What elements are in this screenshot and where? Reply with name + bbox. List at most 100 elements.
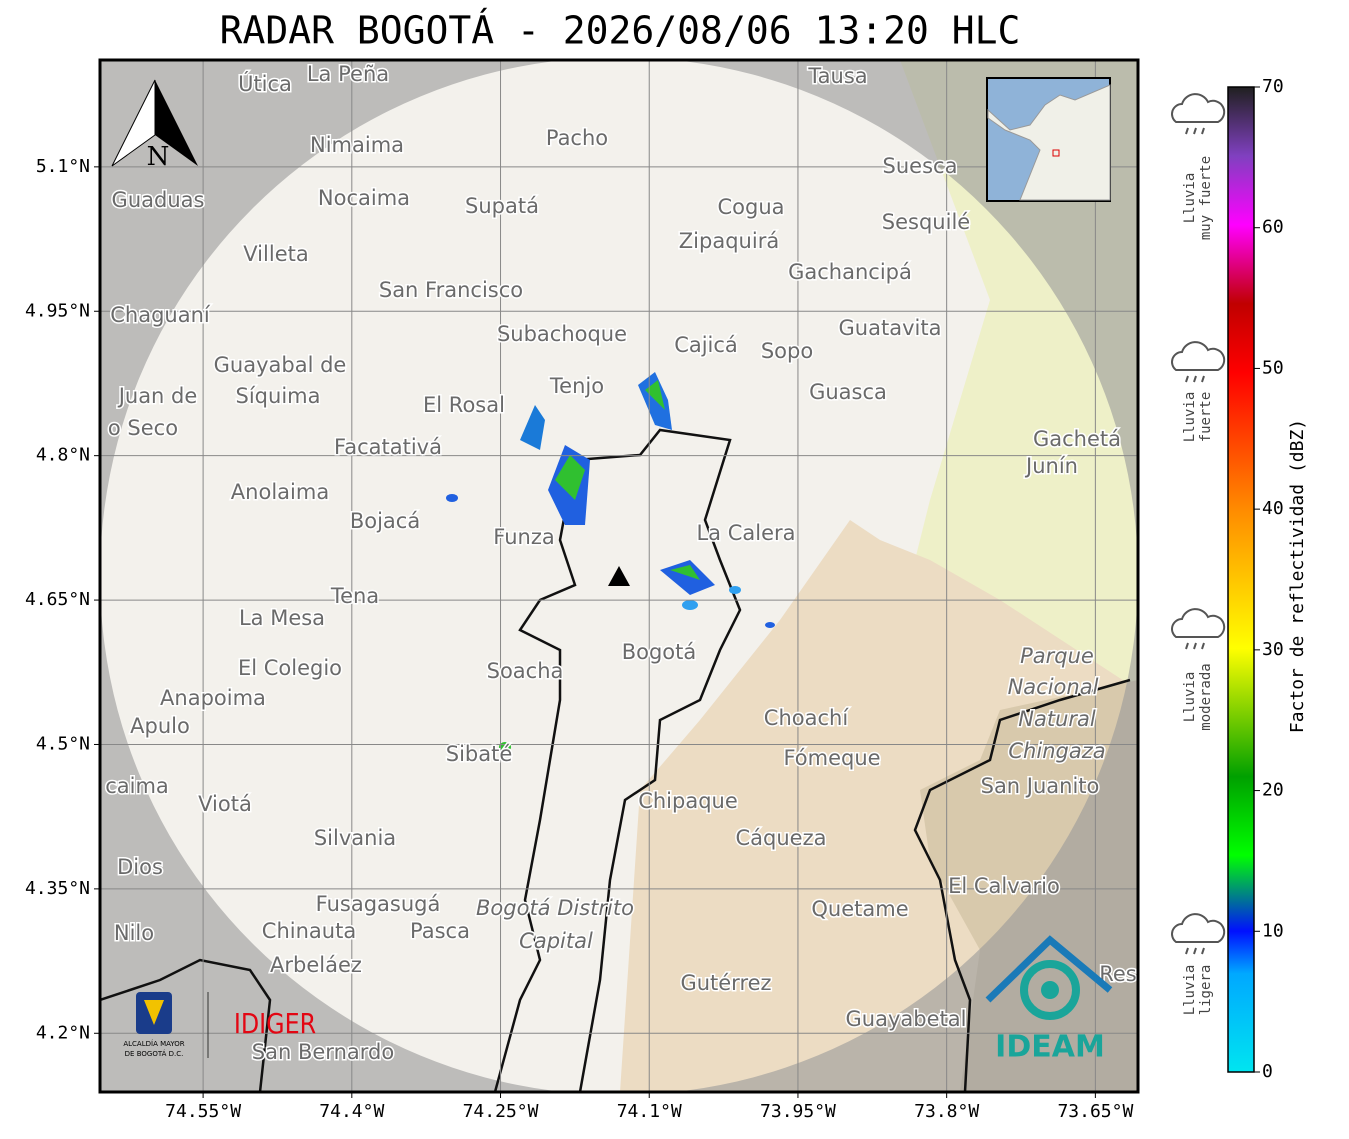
place-label: La Calera bbox=[696, 521, 795, 545]
place-label: Villeta bbox=[243, 242, 308, 266]
rain-drops bbox=[1185, 127, 1205, 135]
x-tick-label: 74.55°W bbox=[165, 1101, 241, 1122]
place-label: Guaduas bbox=[112, 188, 205, 212]
intensity-label: Lluvia bbox=[1182, 173, 1198, 224]
place-label: Chipaque bbox=[638, 789, 738, 813]
y-tick-label: 4.2°N bbox=[36, 1022, 90, 1043]
y-tick-label: 5.1°N bbox=[36, 156, 90, 177]
logo-text: IDIGER bbox=[234, 1008, 316, 1040]
x-tick-label: 73.8°W bbox=[914, 1101, 979, 1122]
rain-icon bbox=[1171, 608, 1226, 638]
colorbar-tick-label: 40 bbox=[1262, 498, 1284, 519]
rain-icon bbox=[1171, 93, 1226, 123]
place-label: Tausa bbox=[807, 64, 867, 88]
intensity-label: Lluvia bbox=[1182, 965, 1198, 1016]
place-label: Cajicá bbox=[674, 333, 738, 357]
colorbar-tick-label: 10 bbox=[1262, 920, 1284, 941]
place-label: Arbeláez bbox=[270, 953, 362, 977]
colorbar-tick-label: 50 bbox=[1262, 357, 1284, 378]
place-label: Choachí bbox=[764, 706, 850, 730]
place-label: Guayabetal bbox=[846, 1007, 967, 1031]
place-label: Natural bbox=[1018, 707, 1096, 731]
place-label: La Peña bbox=[307, 62, 389, 86]
radar-site bbox=[608, 566, 630, 586]
y-tick-label: 4.65°N bbox=[25, 589, 90, 610]
place-label: Sesquilé bbox=[882, 210, 970, 234]
place-label: Anolaima bbox=[231, 480, 329, 504]
place-label: Sibaté bbox=[446, 742, 513, 766]
x-tick-label: 74.1°W bbox=[617, 1101, 682, 1122]
place-label: El Colegio bbox=[238, 656, 342, 680]
boundary bbox=[493, 428, 742, 1092]
place-label: Sopo bbox=[761, 339, 813, 363]
place-label: Quetame bbox=[811, 897, 908, 921]
colorbar-tick-label: 70 bbox=[1262, 76, 1284, 97]
north-arrow: N bbox=[111, 79, 198, 172]
intensity-label: Lluvia bbox=[1182, 392, 1198, 443]
place-label: Guasca bbox=[809, 380, 887, 404]
place-label: Capital bbox=[519, 929, 593, 953]
colorbar-label: Factor de reflectividad (dBZ) bbox=[1287, 419, 1308, 733]
intensity-label: ligera bbox=[1198, 965, 1214, 1016]
north-label: N bbox=[147, 142, 170, 172]
logo-text: DE BOGOTÁ D.C. bbox=[125, 1049, 184, 1058]
place-label: Res bbox=[1099, 962, 1137, 986]
place-label: Tenjo bbox=[549, 374, 604, 398]
place-label: Apulo bbox=[130, 714, 190, 738]
place-label: Zipaquirá bbox=[679, 229, 779, 253]
rain-drops bbox=[1185, 642, 1205, 650]
rain-drops bbox=[1185, 947, 1205, 955]
place-label: La Mesa bbox=[239, 606, 325, 630]
y-tick-label: 4.35°N bbox=[25, 878, 90, 899]
x-tick-label: 74.25°W bbox=[463, 1101, 539, 1122]
colorbar-tick-label: 60 bbox=[1262, 217, 1284, 238]
title: RADAR BOGOTÁ - 2026/08/06 13:20 HLC bbox=[220, 9, 1021, 53]
place-label: Subachoque bbox=[497, 322, 627, 346]
y-tick-label: 4.95°N bbox=[25, 300, 90, 321]
place-label: Nilo bbox=[114, 921, 154, 945]
x-tick-label: 74.4°W bbox=[319, 1101, 384, 1122]
map: La Peña Útica Tausa Pacho Nimaima Guaduas Noca… bbox=[100, 60, 1138, 1092]
logo-text: IDEAM bbox=[995, 1030, 1105, 1065]
place-label: Chinauta bbox=[262, 919, 356, 943]
y-tick-label: 4.5°N bbox=[36, 733, 90, 754]
place-label: Cogua bbox=[717, 195, 784, 219]
place-label: Supatá bbox=[465, 194, 539, 218]
place-label: Gachancipá bbox=[788, 260, 912, 284]
place-label: Chaguaní bbox=[110, 303, 211, 327]
place-label: San Francisco bbox=[379, 278, 523, 302]
place-label: Parque bbox=[1020, 644, 1094, 668]
place-label: Anapoima bbox=[160, 686, 266, 710]
place-label: Tena bbox=[330, 584, 379, 608]
place-label: Suesca bbox=[883, 154, 958, 178]
boundary bbox=[100, 678, 1131, 1092]
place-label: Bojacá bbox=[350, 509, 420, 533]
place-label: Soacha bbox=[487, 659, 564, 683]
intensity-label: muy fuerte bbox=[1198, 156, 1214, 240]
ideam-logo: IDEAM bbox=[985, 935, 1113, 1065]
y-tick-label: 4.8°N bbox=[36, 445, 90, 466]
place-label: Gutérrez bbox=[680, 971, 771, 995]
place-label: o Seco bbox=[108, 416, 178, 440]
place-label: Silvania bbox=[314, 826, 396, 850]
place-label: Nocaima bbox=[318, 186, 410, 210]
place-label: Útica bbox=[238, 71, 292, 96]
place-label: Fómeque bbox=[783, 746, 880, 770]
rain-drops bbox=[1185, 375, 1205, 383]
place-label: Guayabal de bbox=[214, 353, 347, 377]
place-label: Pacho bbox=[546, 126, 608, 150]
intensity-label: moderada bbox=[1198, 663, 1214, 730]
place-label: Nimaima bbox=[310, 133, 404, 157]
place-label: Facatativá bbox=[334, 435, 442, 459]
place-label: Junín bbox=[1024, 454, 1078, 478]
rain-icon bbox=[1171, 341, 1226, 371]
x-tick-label: 73.95°W bbox=[760, 1101, 836, 1122]
place-label: caima bbox=[105, 774, 169, 798]
place-label: El Calvario bbox=[948, 874, 1060, 898]
place-label: San Bernardo bbox=[252, 1040, 394, 1064]
colorbar bbox=[1227, 86, 1255, 1073]
place-label: Síquima bbox=[236, 384, 321, 408]
place-label: Cáqueza bbox=[736, 826, 827, 850]
place-label: San Juanito bbox=[981, 774, 1100, 798]
